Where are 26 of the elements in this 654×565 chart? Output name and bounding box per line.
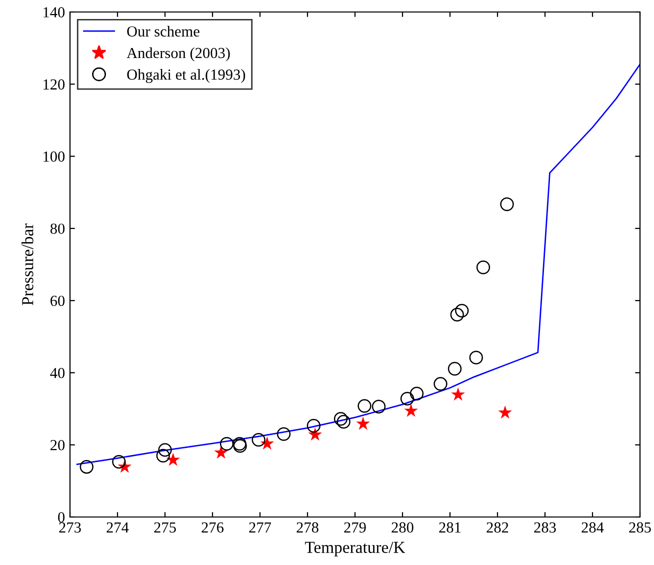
x-tick-label: 280	[392, 522, 414, 533]
x-tick-label: 277	[249, 522, 272, 532]
y-tick-label: 100	[44, 151, 65, 162]
x-axis-title: Temperature/K	[304, 542, 406, 556]
y-tick-label: 40	[50, 368, 65, 378]
x-tick-label: 274	[106, 522, 129, 532]
x-tick-label: 284	[582, 522, 604, 533]
x-tick-label: 278	[296, 522, 318, 533]
y-tick-label: 60	[50, 296, 65, 306]
y-tick-label: 20	[50, 440, 65, 450]
x-tick-label: 285	[629, 522, 651, 533]
legend-label: Our scheme	[127, 26, 200, 37]
x-tick-label: 276	[202, 522, 224, 533]
x-tick-label: 273	[59, 522, 81, 533]
y-tick-label: 140	[44, 7, 65, 18]
x-tick-label: 282	[486, 522, 508, 533]
y-tick-label: 80	[50, 224, 65, 234]
x-tick-label: 275	[154, 522, 176, 533]
y-axis-title: Pressure/bar	[22, 223, 34, 306]
y-tick-label: 120	[44, 79, 65, 90]
legend-label: Ohgaki et al.(1993)	[127, 69, 246, 83]
y-tick-label: 0	[58, 512, 65, 522]
x-tick-label: 283	[534, 522, 556, 533]
x-tick-label: 279	[344, 522, 366, 533]
legend-label: Anderson (2003)	[126, 47, 230, 62]
x-tick-label: 281	[439, 522, 461, 533]
